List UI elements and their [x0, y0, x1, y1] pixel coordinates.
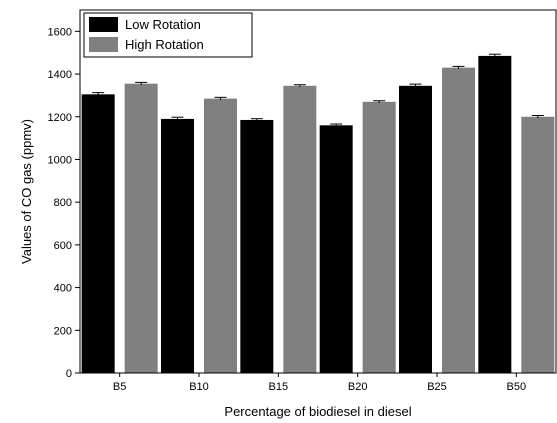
- x-tick-label: B25: [427, 381, 447, 393]
- y-tick-label: 0: [66, 368, 72, 380]
- y-tick-label: 1600: [48, 26, 72, 38]
- bar-high-rotation-b10: [204, 98, 237, 373]
- y-tick-label: 1200: [48, 112, 72, 124]
- bars-group: [81, 53, 555, 374]
- y-tick-label: 200: [54, 325, 72, 337]
- legend-swatch-low-rotation: [89, 17, 118, 32]
- legend-label-low-rotation: Low Rotation: [125, 17, 201, 32]
- bar-low-rotation-b20: [319, 125, 353, 374]
- bar-high-rotation-b15: [283, 85, 317, 373]
- bar-high-rotation-b5: [124, 83, 158, 373]
- y-tick-label: 400: [54, 283, 72, 295]
- y-tick-label: 1000: [48, 154, 72, 166]
- y-axis-title: Values of CO gas (ppmv): [19, 119, 34, 264]
- y-tick-label: 600: [54, 240, 72, 252]
- y-tick-label: 800: [54, 197, 72, 209]
- x-axis-title: Percentage of biodiesel in diesel: [224, 404, 411, 419]
- x-axis-ticks: B5 B10 B15 B20 B25 B50: [113, 373, 526, 393]
- y-axis-ticks: 0 200 400 600 800 1000 1200 1400 1600: [48, 26, 80, 380]
- x-tick-label: B5: [113, 381, 126, 393]
- x-tick-label: B20: [348, 381, 368, 393]
- legend-swatch-high-rotation: [89, 37, 118, 52]
- x-tick-label: B15: [269, 381, 289, 393]
- y-tick-label: 1400: [48, 69, 72, 81]
- x-tick-label: B10: [189, 381, 209, 393]
- bar-low-rotation-b10: [161, 118, 194, 374]
- bar-low-rotation-b5: [81, 94, 115, 373]
- bar-low-rotation-b25: [399, 85, 432, 373]
- bar-high-rotation-b25: [442, 67, 475, 373]
- plot-frame: [79, 9, 557, 374]
- bar-high-rotation-b50: [521, 116, 555, 373]
- bar-high-rotation-b20: [362, 101, 396, 373]
- legend-label-high-rotation: High Rotation: [125, 37, 204, 52]
- bar-low-rotation-b50: [478, 55, 512, 374]
- legend: Low Rotation High Rotation: [83, 12, 253, 58]
- x-tick-label: B50: [507, 381, 527, 393]
- bar-low-rotation-b15: [240, 119, 274, 373]
